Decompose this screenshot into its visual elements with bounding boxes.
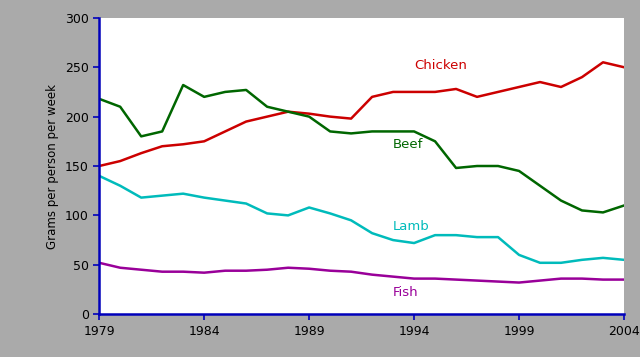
Text: Beef: Beef bbox=[393, 138, 424, 151]
Text: Chicken: Chicken bbox=[414, 59, 467, 72]
Text: Fish: Fish bbox=[393, 286, 419, 300]
Y-axis label: Grams per person per week: Grams per person per week bbox=[46, 84, 60, 248]
Text: Lamb: Lamb bbox=[393, 220, 430, 233]
